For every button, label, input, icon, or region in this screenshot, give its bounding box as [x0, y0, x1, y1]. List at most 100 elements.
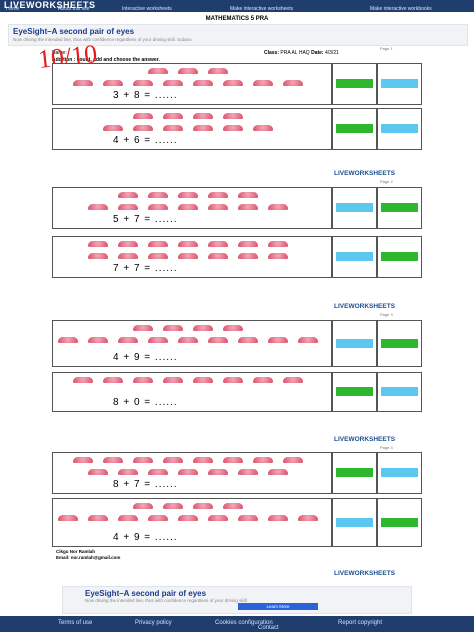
answer-box[interactable] — [332, 236, 377, 278]
cupcake-icon — [118, 515, 138, 521]
answer-option[interactable] — [336, 124, 373, 133]
cupcake-icon — [253, 125, 273, 131]
cupcake-icon — [88, 515, 108, 521]
cupcake-icon — [193, 80, 213, 86]
cupcake-icon — [208, 68, 228, 74]
footer-link[interactable]: Report copyright — [338, 620, 383, 626]
answer-box[interactable] — [377, 187, 422, 229]
cupcake-icon — [118, 241, 138, 247]
cupcake-icon — [133, 113, 153, 119]
cupcake-icon — [298, 337, 318, 343]
credit: Email: nor.ramlah@gmail.com — [56, 555, 121, 560]
cupcake-icon — [238, 253, 258, 259]
cupcake-icon — [88, 337, 108, 343]
answer-option[interactable] — [381, 203, 418, 212]
divider-logo[interactable]: LIVEWORKSHEETS — [334, 570, 396, 577]
nav-link[interactable]: Make interactive workbooks — [370, 6, 432, 12]
cupcake-icon — [133, 377, 153, 383]
date-label: Date: — [311, 50, 324, 56]
nav-link[interactable]: Home — [6, 6, 20, 12]
answer-option[interactable] — [336, 79, 373, 88]
answer-option[interactable] — [336, 387, 373, 396]
name-label: Name: — [52, 50, 67, 56]
answer-option[interactable] — [336, 252, 373, 261]
cupcake-icon — [133, 125, 153, 131]
cupcake-icon — [208, 515, 228, 521]
answer-option[interactable] — [336, 203, 373, 212]
expression: 4 + 9 = ...... — [113, 532, 178, 543]
ad-banner[interactable]: EyeSight–A second pair of eyes Now drivi… — [8, 24, 468, 46]
nav-link[interactable]: About this site — [58, 6, 90, 12]
expression: 8 + 7 = ...... — [113, 479, 178, 490]
footer-link[interactable]: Terms of use — [58, 620, 93, 626]
nav-link[interactable]: Make interactive worksheets — [230, 6, 294, 12]
answer-option[interactable] — [336, 517, 373, 527]
answer-option[interactable] — [381, 124, 418, 133]
answer-box[interactable] — [332, 372, 377, 412]
cupcake-icon — [223, 457, 243, 463]
answer-box[interactable] — [332, 187, 377, 229]
answer-box[interactable] — [377, 320, 422, 367]
logo[interactable]: LIVEWORKSHEETS — [4, 0, 96, 10]
expression: 4 + 9 = ...... — [113, 352, 178, 363]
nav-bar: LIVEWORKSHEETS Home About this site Intera… — [0, 0, 474, 12]
cupcake-icon — [208, 241, 228, 247]
cupcake-icon — [283, 80, 303, 86]
cupcake-icon — [118, 192, 138, 198]
nav-link[interactable]: Interactive worksheets — [122, 6, 172, 12]
cupcake-icon — [238, 192, 258, 198]
answer-box[interactable] — [332, 108, 377, 150]
cupcake-icon — [163, 457, 183, 463]
answer-box[interactable] — [377, 372, 422, 412]
answer-option[interactable] — [336, 468, 373, 477]
cupcake-icon — [238, 337, 258, 343]
class-value: PRA AL HAQ — [280, 50, 310, 56]
ad-button[interactable]: Learn More — [238, 603, 318, 610]
cupcake-icon — [193, 457, 213, 463]
footer-link[interactable]: Contact — [258, 625, 279, 631]
cupcake-icon — [223, 113, 243, 119]
cupcake-icon — [148, 204, 168, 210]
cupcake-icon — [118, 204, 138, 210]
cupcake-icon — [163, 325, 183, 331]
cupcake-icon — [133, 457, 153, 463]
divider-logo[interactable]: LIVEWORKSHEETS — [334, 170, 396, 177]
answer-option[interactable] — [336, 338, 373, 348]
answer-option[interactable] — [381, 517, 418, 527]
divider-logo[interactable]: LIVEWORKSHEETS — [334, 303, 396, 310]
answer-box[interactable] — [377, 236, 422, 278]
answer-box[interactable] — [332, 452, 377, 494]
answer-box[interactable] — [377, 108, 422, 150]
question-box: 3 + 8 = ...... — [52, 63, 332, 105]
cupcake-icon — [163, 503, 183, 509]
cupcake-icon — [148, 253, 168, 259]
cupcake-icon — [73, 457, 93, 463]
cupcake-icon — [208, 469, 228, 475]
cupcake-icon — [193, 113, 213, 119]
cupcake-icon — [103, 80, 123, 86]
cupcake-icon — [178, 469, 198, 475]
question-box: 5 + 7 = ...... — [52, 187, 332, 229]
cupcake-icon — [103, 125, 123, 131]
footer-link[interactable]: Privacy policy — [135, 620, 172, 626]
answer-option[interactable] — [381, 79, 418, 88]
cupcake-icon — [208, 204, 228, 210]
divider-logo[interactable]: LIVEWORKSHEETS — [334, 436, 396, 443]
page-label: Page 1 — [380, 46, 393, 51]
answer-box[interactable] — [332, 63, 377, 105]
answer-option[interactable] — [381, 387, 418, 396]
answer-option[interactable] — [381, 468, 418, 477]
answer-option[interactable] — [381, 252, 418, 261]
answer-option[interactable] — [381, 338, 418, 348]
cupcake-icon — [103, 377, 123, 383]
answer-box[interactable] — [332, 498, 377, 547]
cupcake-icon — [73, 80, 93, 86]
answer-box[interactable] — [377, 498, 422, 547]
answer-box[interactable] — [377, 452, 422, 494]
ad-banner[interactable]: EyeSight–A second pair of eyes Now drivi… — [62, 586, 412, 614]
answer-box[interactable] — [332, 320, 377, 367]
answer-box[interactable] — [377, 63, 422, 105]
cupcake-icon — [178, 241, 198, 247]
footer-link[interactable]: Cookies configuration — [215, 620, 273, 626]
